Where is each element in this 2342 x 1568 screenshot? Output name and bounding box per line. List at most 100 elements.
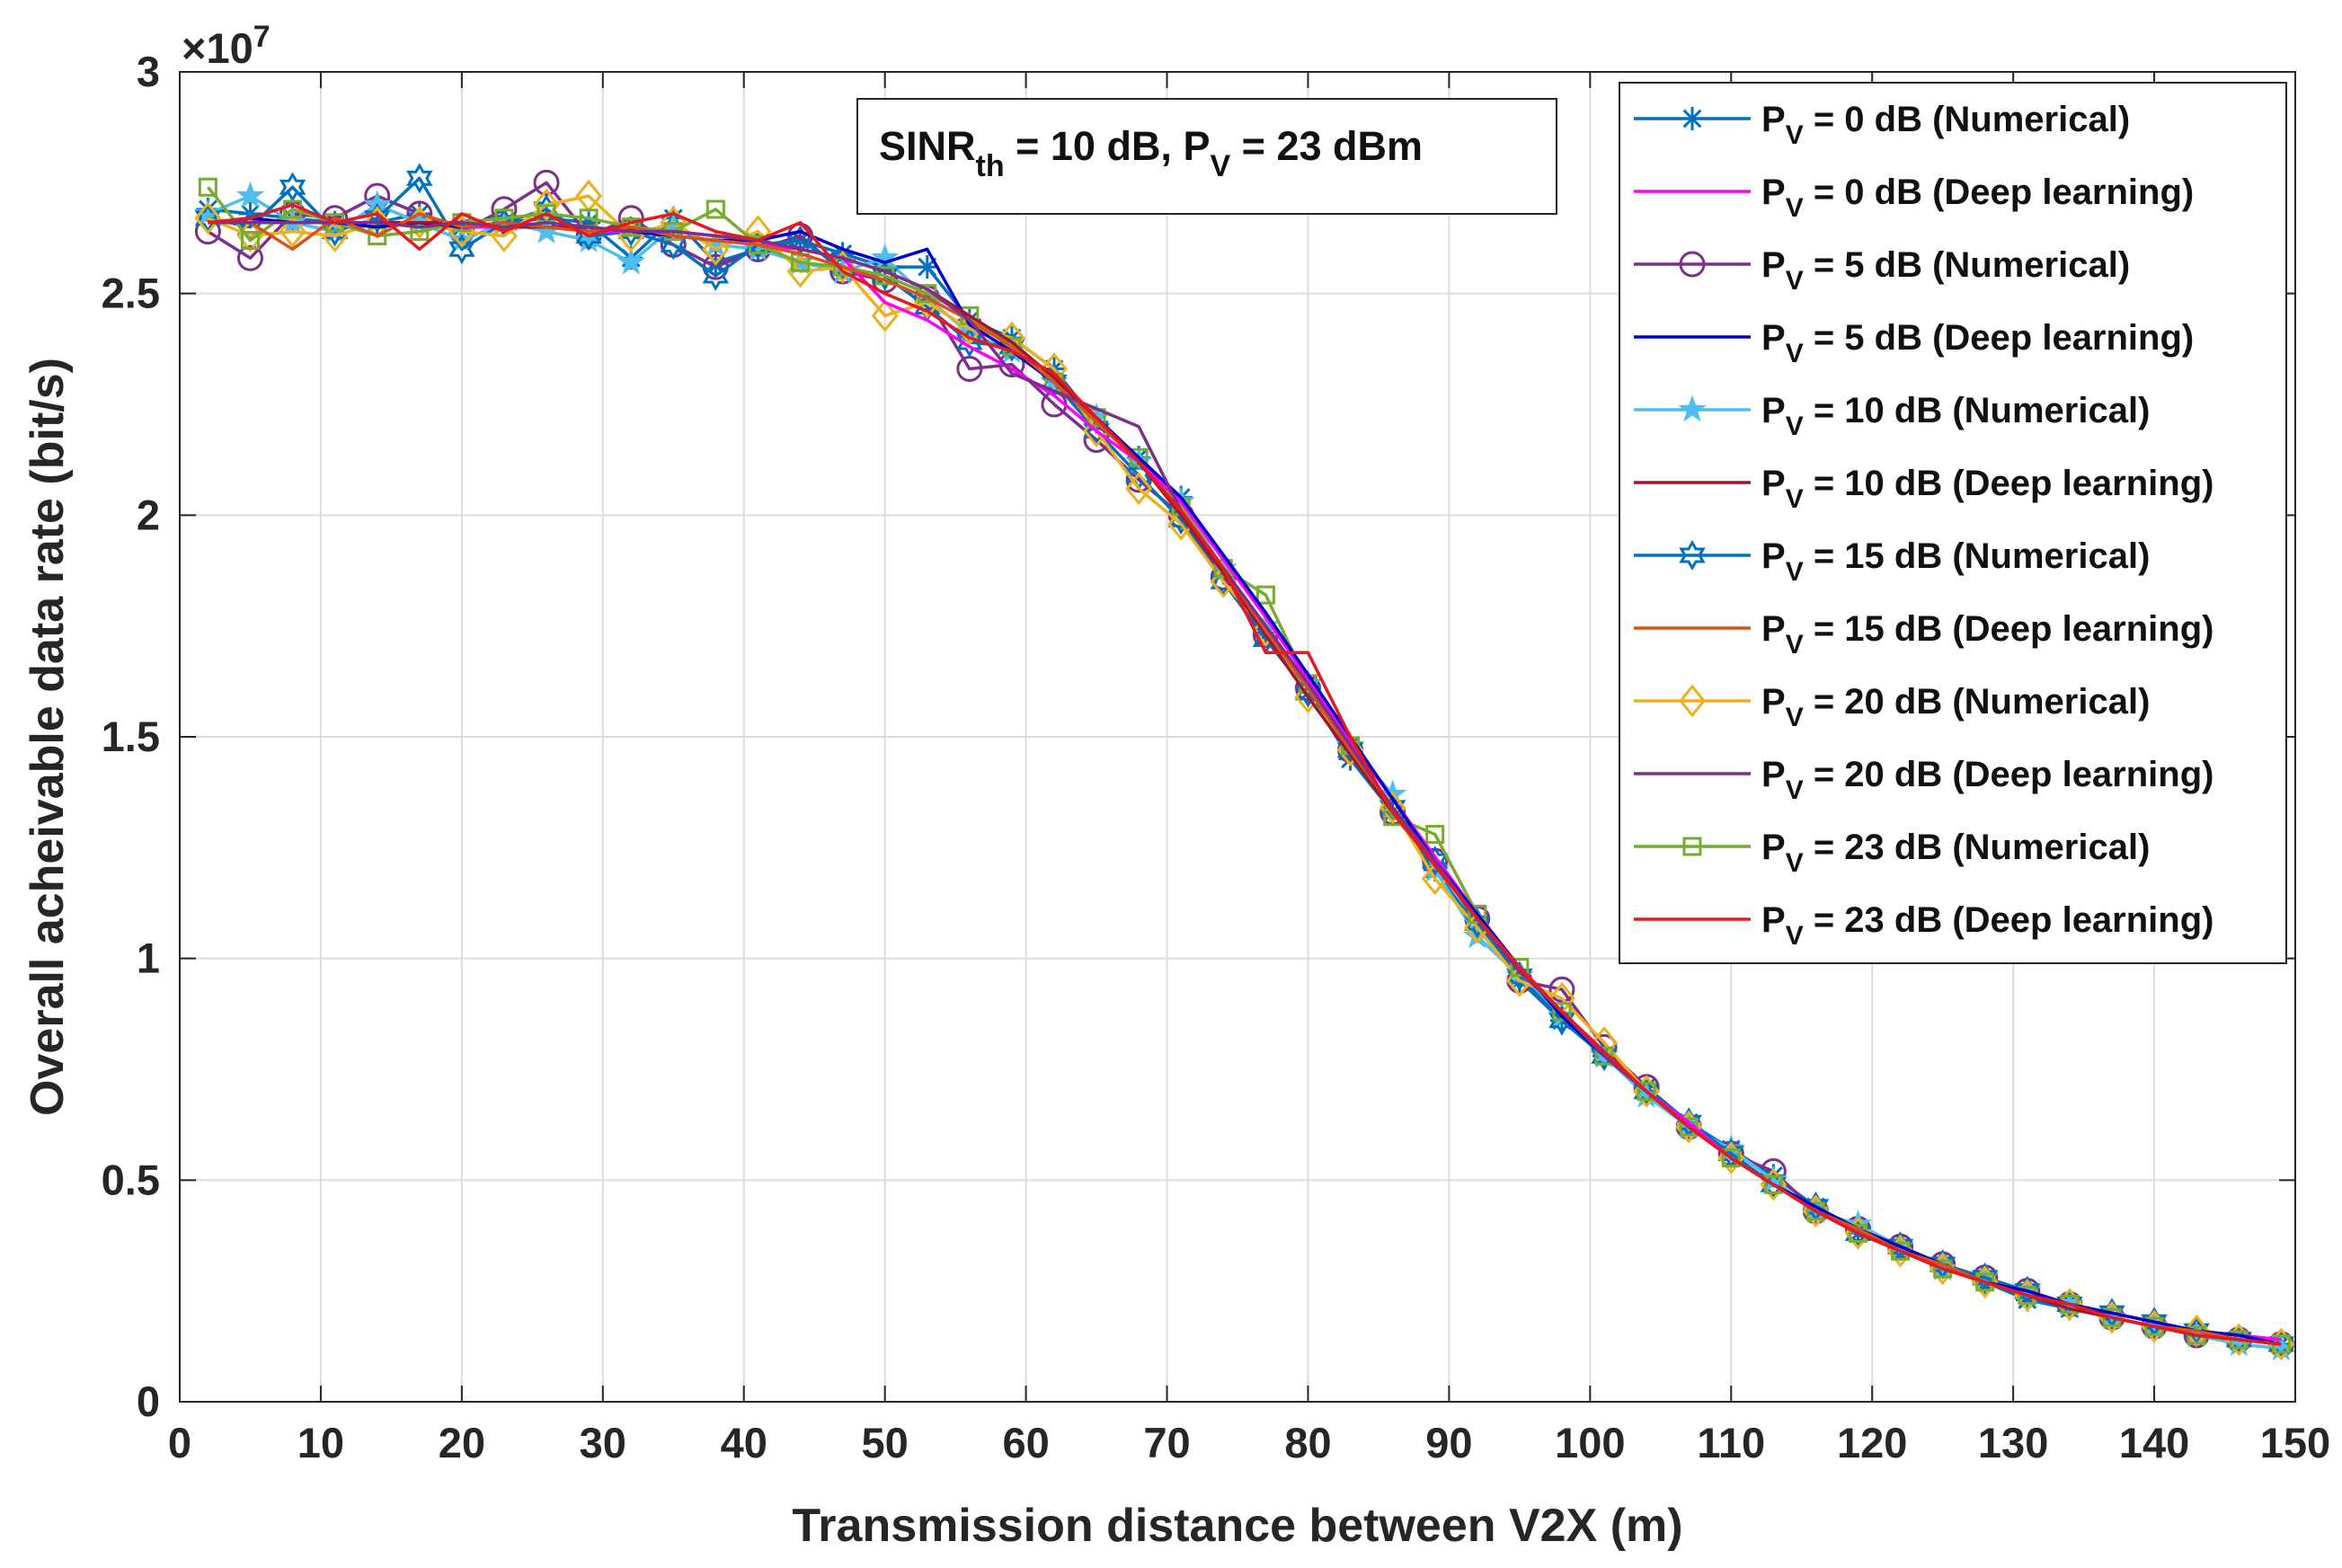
legend-entry: PV = 0 dB (Numerical)	[1634, 100, 2130, 150]
y-tick-label: 0.5	[102, 1156, 160, 1203]
x-tick-label: 90	[1425, 1419, 1472, 1466]
data-point	[1637, 1082, 1656, 1102]
data-point	[235, 181, 265, 208]
legend-label: PV = 5 dB (Numerical)	[1761, 245, 2130, 296]
legend-prefix-sub: V	[1786, 848, 1804, 878]
legend-prefix-sub: V	[1786, 339, 1804, 368]
x-tick-label: 70	[1143, 1419, 1190, 1466]
legend-entry: PV = 15 dB (Numerical)	[1634, 536, 2150, 587]
legend-prefix: P	[1761, 682, 1786, 722]
legend-prefix: P	[1761, 318, 1786, 358]
legend-name: = 20 dB (Deep learning)	[1804, 755, 2214, 794]
legend-prefix: P	[1761, 245, 1786, 285]
x-axis-label: Transmission distance between V2X (m)	[792, 1500, 1682, 1552]
data-point	[279, 215, 306, 248]
data-point	[2018, 1286, 2037, 1306]
y-axis-label: Overall acheivable data rate (bit/s)	[22, 358, 74, 1116]
legend-entry: PV = 10 dB (Deep learning)	[1634, 464, 2213, 514]
legend-frame	[1619, 82, 2287, 964]
data-point	[1975, 1272, 1995, 1292]
data-point	[1548, 1005, 1575, 1036]
legend-prefix-sub: V	[1786, 266, 1804, 296]
legend-prefix-sub: V	[1786, 484, 1804, 514]
legend-label: PV = 20 dB (Deep learning)	[1761, 755, 2213, 805]
legend-prefix-sub: V	[1786, 703, 1804, 732]
legend-prefix: P	[1761, 755, 1786, 794]
legend-prefix: P	[1761, 900, 1786, 940]
legend-marker	[1682, 837, 1702, 856]
data-point	[236, 244, 263, 271]
legend-entry: PV = 0 dB (Deep learning)	[1634, 173, 2194, 223]
x-tick-label: 150	[2260, 1419, 2330, 1466]
data-point	[702, 232, 730, 266]
y-exponent-base: ×10	[182, 24, 253, 72]
legend-prefix-sub: V	[1786, 775, 1804, 805]
annotation-end: = 23 dBm	[1230, 123, 1423, 169]
data-point	[406, 163, 433, 194]
y-tick-label: 1	[137, 935, 160, 982]
legend-entry: PV = 5 dB (Deep learning)	[1634, 318, 2194, 368]
data-point	[533, 188, 560, 222]
data-point	[705, 199, 725, 219]
annotation-frame	[856, 98, 1557, 215]
legend-label: PV = 0 dB (Numerical)	[1761, 100, 2130, 150]
legend-name: = 0 dB (Deep learning)	[1804, 173, 2195, 212]
data-point	[448, 234, 475, 265]
legend-prefix-sub: V	[1786, 557, 1804, 587]
x-tick-label: 40	[721, 1419, 767, 1466]
x-tick-label: 120	[1837, 1419, 1907, 1466]
y-tick-label: 2	[137, 491, 160, 538]
data-point	[1125, 472, 1153, 506]
y-tick-label: 1.5	[102, 713, 160, 760]
data-point	[1425, 825, 1445, 845]
legend-entry: PV = 23 dB (Deep learning)	[1634, 900, 2213, 951]
data-point	[1591, 1041, 1618, 1072]
data-point	[198, 177, 217, 197]
legend-name: = 10 dB (Numerical)	[1804, 391, 2151, 430]
legend-label: PV = 10 dB (Deep learning)	[1761, 464, 2213, 514]
legend-marker	[1679, 251, 1706, 278]
legend: PV = 0 dB (Numerical)PV = 0 dB (Deep lea…	[1619, 82, 2287, 964]
legend-prefix: P	[1761, 173, 1786, 212]
legend-prefix-sub: V	[1786, 921, 1804, 951]
data-point	[1468, 904, 1487, 924]
data-point	[1294, 677, 1322, 708]
annotation-box: SINRth = 10 dB, PV = 23 dBm	[856, 98, 1557, 215]
legend-name: = 15 dB (Numerical)	[1804, 536, 2151, 576]
legend-name: = 0 dB (Numerical)	[1804, 100, 2130, 139]
x-tick-label: 130	[1978, 1419, 2048, 1466]
legend-entry: PV = 20 dB (Deep learning)	[1634, 755, 2213, 805]
legend-label: PV = 0 dB (Deep learning)	[1761, 173, 2194, 223]
legend-label: PV = 5 dB (Deep learning)	[1761, 318, 2194, 368]
legend-prefix-sub: V	[1786, 412, 1804, 441]
data-point	[364, 202, 391, 234]
data-point	[194, 201, 222, 235]
y-exponent-power: 7	[253, 20, 271, 54]
legend-name: = 23 dB (Deep learning)	[1804, 900, 2214, 940]
legend-prefix: P	[1761, 464, 1786, 503]
legend-name: = 23 dB (Numerical)	[1804, 828, 2151, 867]
annotation-mid: = 10 dB, P	[1005, 123, 1211, 169]
data-point	[1763, 1174, 1783, 1194]
data-point	[279, 172, 306, 203]
y-exponent-label: ×107	[182, 20, 271, 72]
y-tick-label: 0	[137, 1378, 160, 1425]
x-tick-label: 0	[168, 1419, 191, 1466]
y-tick-label: 2.5	[102, 270, 160, 317]
x-tick-label: 30	[580, 1419, 626, 1466]
data-point	[702, 260, 730, 291]
legend-label: PV = 10 dB (Numerical)	[1761, 391, 2150, 441]
legend-entry: PV = 23 dB (Numerical)	[1634, 828, 2150, 878]
legend-prefix: P	[1761, 536, 1786, 576]
x-tick-label: 20	[439, 1419, 485, 1466]
data-point	[1552, 1002, 1572, 1022]
series-layer	[193, 163, 2296, 1361]
annotation-pv-sub: V	[1210, 149, 1230, 183]
legend-name: = 20 dB (Numerical)	[1804, 682, 2151, 722]
data-point	[617, 247, 645, 275]
series-line	[208, 203, 2282, 1346]
legend-label: PV = 15 dB (Deep learning)	[1761, 609, 2213, 660]
annotation-sinr: SINR	[879, 123, 976, 169]
y-tick-label: 3	[137, 48, 160, 95]
